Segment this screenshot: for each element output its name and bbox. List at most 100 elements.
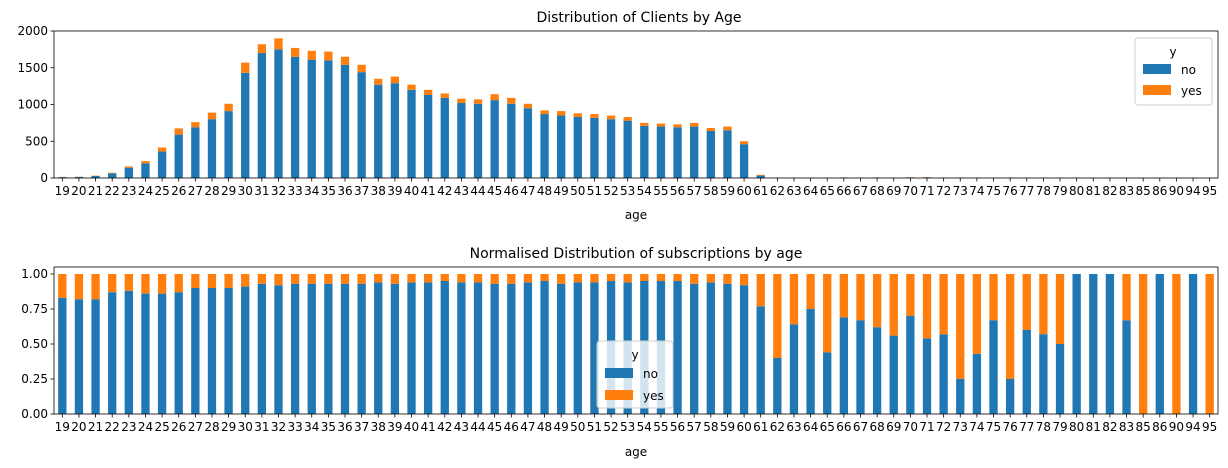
x-tick-label: 21 — [88, 420, 103, 434]
bar-no-29 — [224, 111, 233, 178]
bar-yes-48 — [540, 110, 549, 115]
bar-no-65 — [823, 352, 832, 414]
bar-no-74 — [972, 353, 982, 414]
bar-no-45 — [490, 283, 499, 414]
x-tick-label: 59 — [720, 184, 735, 198]
bar-yes-36 — [340, 56, 350, 65]
bar-yes-43 — [457, 98, 466, 104]
bar-no-54 — [640, 125, 649, 178]
x-tick-label: 82 — [1102, 420, 1117, 434]
x-tick-label: 19 — [55, 420, 70, 434]
x-tick-label: 52 — [603, 420, 618, 434]
bar-yes-59 — [723, 126, 732, 131]
x-tick-label: 70 — [903, 420, 918, 434]
x-tick-label: 36 — [337, 184, 352, 198]
bar-yes-45 — [490, 274, 499, 284]
bar-yes-32 — [274, 38, 283, 50]
chart-2-title: Normalised Distribution of subscriptions… — [470, 246, 803, 262]
bar-yes-56 — [673, 124, 682, 128]
bar-yes-57 — [690, 274, 699, 284]
bar-no-49 — [557, 283, 566, 414]
x-tick-label: 73 — [953, 420, 968, 434]
x-tick-label: 63 — [786, 420, 801, 434]
bar-yes-38 — [374, 274, 383, 283]
bar-yes-35 — [324, 274, 333, 284]
bar-no-33 — [290, 283, 300, 414]
x-tick-label: 77 — [1019, 420, 1034, 434]
x-tick-label: 72 — [936, 184, 951, 198]
bar-yes-54 — [640, 274, 649, 281]
x-tick-label: 43 — [454, 184, 469, 198]
bar-no-51 — [590, 282, 599, 414]
bar-no-72 — [939, 334, 948, 414]
x-tick-label: 28 — [204, 184, 219, 198]
x-tick-label: 56 — [670, 184, 685, 198]
bar-no-70 — [906, 316, 915, 414]
x-tick-label: 57 — [687, 184, 702, 198]
bar-yes-43 — [457, 274, 466, 283]
x-tick-label: 23 — [121, 184, 136, 198]
chart-2-legend-swatch-no — [605, 368, 633, 378]
bar-yes-67 — [856, 274, 865, 321]
x-tick-label: 64 — [803, 184, 818, 198]
bar-yes-46 — [507, 97, 516, 104]
bar-no-44 — [473, 103, 483, 178]
bar-no-60 — [739, 144, 749, 178]
bar-yes-61 — [756, 274, 765, 307]
bar-no-58 — [706, 282, 715, 414]
chart-2-bars — [58, 274, 1214, 414]
bar-yes-25 — [157, 274, 167, 294]
x-tick-label: 63 — [786, 184, 801, 198]
bar-yes-29 — [224, 103, 233, 112]
bar-yes-29 — [224, 274, 233, 288]
x-tick-label: 37 — [354, 184, 369, 198]
chart-1-legend-title: y — [1169, 45, 1176, 59]
bar-no-59 — [723, 283, 732, 414]
x-tick-label: 36 — [337, 420, 352, 434]
bar-no-21 — [91, 176, 100, 178]
chart-1-legend: y no yes — [1134, 37, 1213, 106]
chart-2-x-axis: 19 20 21 22 23 24 25 26 27 28 29 30 31 32 33 34 35 36 37 38… — [55, 414, 1217, 434]
x-tick-label: 51 — [587, 420, 602, 434]
x-tick-label: 41 — [420, 420, 435, 434]
x-tick-label: 74 — [969, 184, 984, 198]
bar-yes-72 — [939, 274, 948, 335]
x-tick-label: 38 — [371, 420, 386, 434]
chart-1-legend-swatch-no — [1143, 64, 1171, 74]
x-tick-label: 47 — [520, 184, 535, 198]
bar-no-61 — [756, 306, 765, 414]
x-tick-label: 54 — [637, 184, 652, 198]
x-tick-label: 77 — [1019, 184, 1034, 198]
y-tick-label: 500 — [25, 134, 48, 148]
bar-yes-58 — [706, 274, 715, 283]
x-tick-label: 25 — [154, 184, 169, 198]
x-tick-label: 42 — [437, 184, 452, 198]
bar-no-24 — [141, 293, 150, 414]
chart-1-bars — [58, 38, 1214, 179]
x-tick-label: 62 — [770, 420, 785, 434]
bar-yes-36 — [340, 274, 350, 284]
bar-yes-70 — [906, 274, 915, 316]
x-tick-label: 65 — [820, 184, 835, 198]
bar-no-31 — [257, 53, 267, 178]
x-tick-label: 60 — [736, 420, 751, 434]
x-tick-label: 61 — [753, 420, 768, 434]
bar-no-41 — [423, 282, 433, 414]
x-tick-label: 29 — [221, 184, 236, 198]
bar-no-48 — [540, 281, 549, 414]
x-tick-label: 86 — [1152, 184, 1167, 198]
bar-yes-24 — [141, 274, 150, 294]
x-tick-label: 65 — [820, 420, 835, 434]
x-tick-label: 48 — [537, 420, 552, 434]
bar-no-57 — [690, 283, 699, 414]
bar-yes-22 — [108, 172, 117, 174]
bar-yes-55 — [656, 123, 666, 127]
x-tick-label: 30 — [238, 184, 253, 198]
x-tick-label: 94 — [1185, 184, 1200, 198]
bar-no-33 — [290, 56, 300, 179]
bar-no-39 — [390, 283, 400, 414]
bar-no-30 — [241, 72, 250, 178]
x-tick-label: 59 — [720, 420, 735, 434]
bar-no-46 — [507, 283, 516, 414]
bar-no-25 — [157, 151, 167, 178]
